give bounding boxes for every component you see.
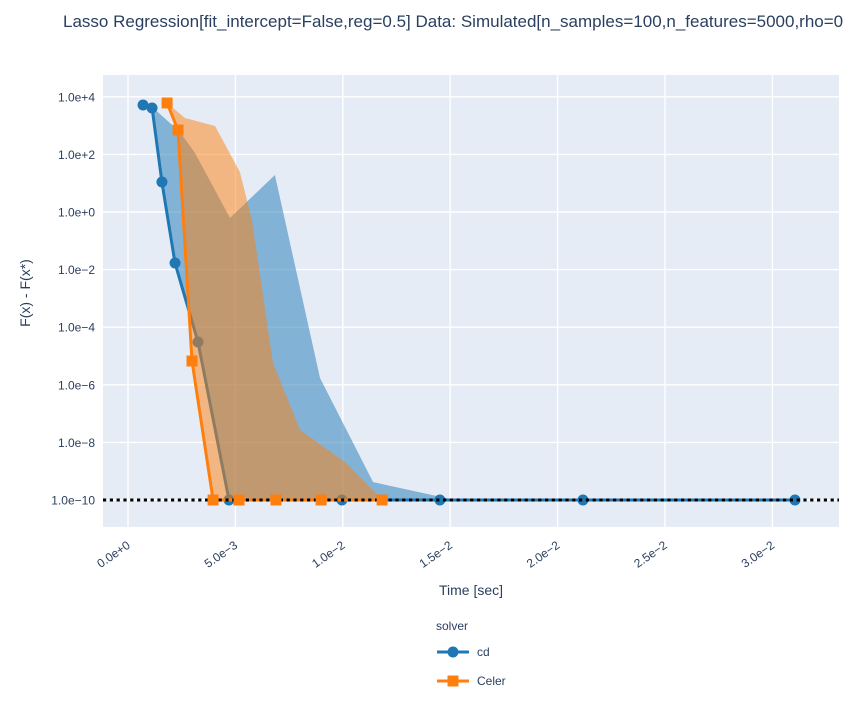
celer-line-sample [437, 675, 469, 687]
celer-marker [315, 494, 327, 506]
x-tick-label: 0.0e+0 [94, 538, 133, 571]
x-tick-label: 1.0e−2 [309, 538, 348, 571]
celer-band [167, 103, 383, 500]
y-tick-label: 1.0e+2 [58, 148, 95, 162]
legend: solver cd Celer [436, 619, 506, 691]
celer-marker [186, 355, 198, 367]
celer-marker [161, 97, 173, 109]
x-tick-label: 1.5e−2 [417, 538, 456, 571]
cd-marker [146, 102, 158, 114]
y-tick-label: 1.0e−4 [58, 321, 95, 335]
cd-circle-marker-icon [447, 646, 459, 658]
celer-marker [172, 124, 184, 136]
y-tick-label: 1.0e−8 [58, 436, 95, 450]
y-tick-label: 1.0e+4 [58, 90, 95, 104]
celer-marker [207, 494, 219, 506]
legend-item-celer[interactable]: Celer [436, 671, 506, 691]
x-tick-label: 3.0e−2 [739, 538, 778, 571]
y-tick-label: 1.0e−2 [58, 263, 95, 277]
x-tick-label: 2.5e−2 [631, 538, 670, 571]
legend-label-cd: cd [477, 645, 490, 659]
cd-marker [577, 494, 589, 506]
celer-marker [270, 494, 282, 506]
cd-marker [169, 257, 181, 269]
cd-marker [434, 494, 446, 506]
x-tick-label: 2.0e−2 [524, 538, 563, 571]
y-axis-title: F(x) - F(x*) [17, 259, 33, 327]
legend-label-celer: Celer [477, 674, 506, 688]
y-tick-label: 1.0e−6 [58, 378, 95, 392]
chart-title: Lasso Regression[fit_intercept=False,reg… [63, 12, 844, 31]
cd-marker [156, 176, 168, 188]
celer-marker [376, 494, 388, 506]
cd-marker [789, 494, 801, 506]
cd-line-sample [437, 646, 469, 658]
legend-item-cd[interactable]: cd [436, 642, 506, 662]
legend-title: solver [436, 619, 469, 633]
y-tick-label: 1.0e−10 [51, 494, 95, 508]
cd-marker [137, 99, 149, 111]
celer-marker [233, 494, 245, 506]
celer-square-marker-icon [447, 675, 459, 687]
x-axis-title: Time [sec] [438, 582, 504, 598]
x-tick-label: 5.0e−3 [202, 538, 241, 571]
y-tick-label: 1.0e+0 [58, 206, 95, 220]
